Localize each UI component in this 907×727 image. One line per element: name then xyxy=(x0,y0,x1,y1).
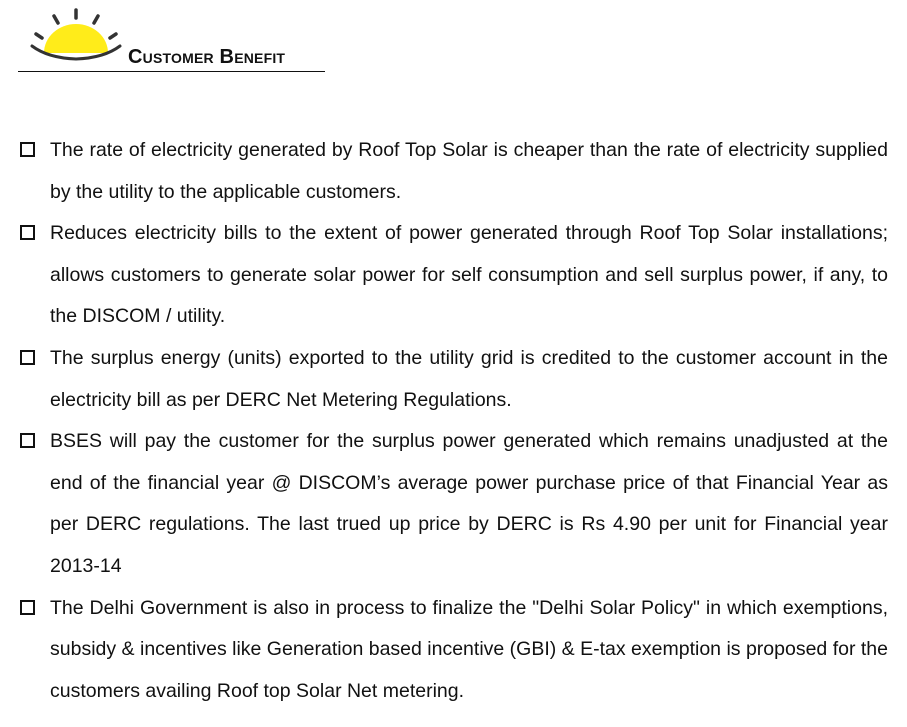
list-item-text: The surplus energy (units) exported to t… xyxy=(50,346,888,411)
list-item-text: Reduces electricity bills to the extent … xyxy=(50,222,888,328)
benefit-list: The rate of electricity generated by Roo… xyxy=(18,130,888,712)
checkbox-bullet-icon xyxy=(20,599,35,615)
page-header: Customer Benefit xyxy=(0,0,907,80)
list-item-text: The Delhi Government is also in process … xyxy=(50,596,888,702)
list-item: BSES will pay the customer for the surpl… xyxy=(18,421,888,587)
list-item: Reduces electricity bills to the extent … xyxy=(18,213,888,338)
list-item-text: BSES will pay the customer for the surpl… xyxy=(50,430,888,577)
title-underline xyxy=(18,71,325,72)
list-item: The Delhi Government is also in process … xyxy=(18,588,888,713)
checkbox-bullet-icon xyxy=(20,349,35,365)
checkbox-bullet-icon xyxy=(20,225,35,241)
sun-logo-icon xyxy=(30,8,122,61)
list-item: The rate of electricity generated by Roo… xyxy=(18,130,888,213)
list-item: The surplus energy (units) exported to t… xyxy=(18,338,888,421)
checkbox-bullet-icon xyxy=(20,433,35,449)
page-title: Customer Benefit xyxy=(128,46,286,68)
list-item-text: The rate of electricity generated by Roo… xyxy=(50,139,888,203)
checkbox-bullet-icon xyxy=(20,142,35,157)
